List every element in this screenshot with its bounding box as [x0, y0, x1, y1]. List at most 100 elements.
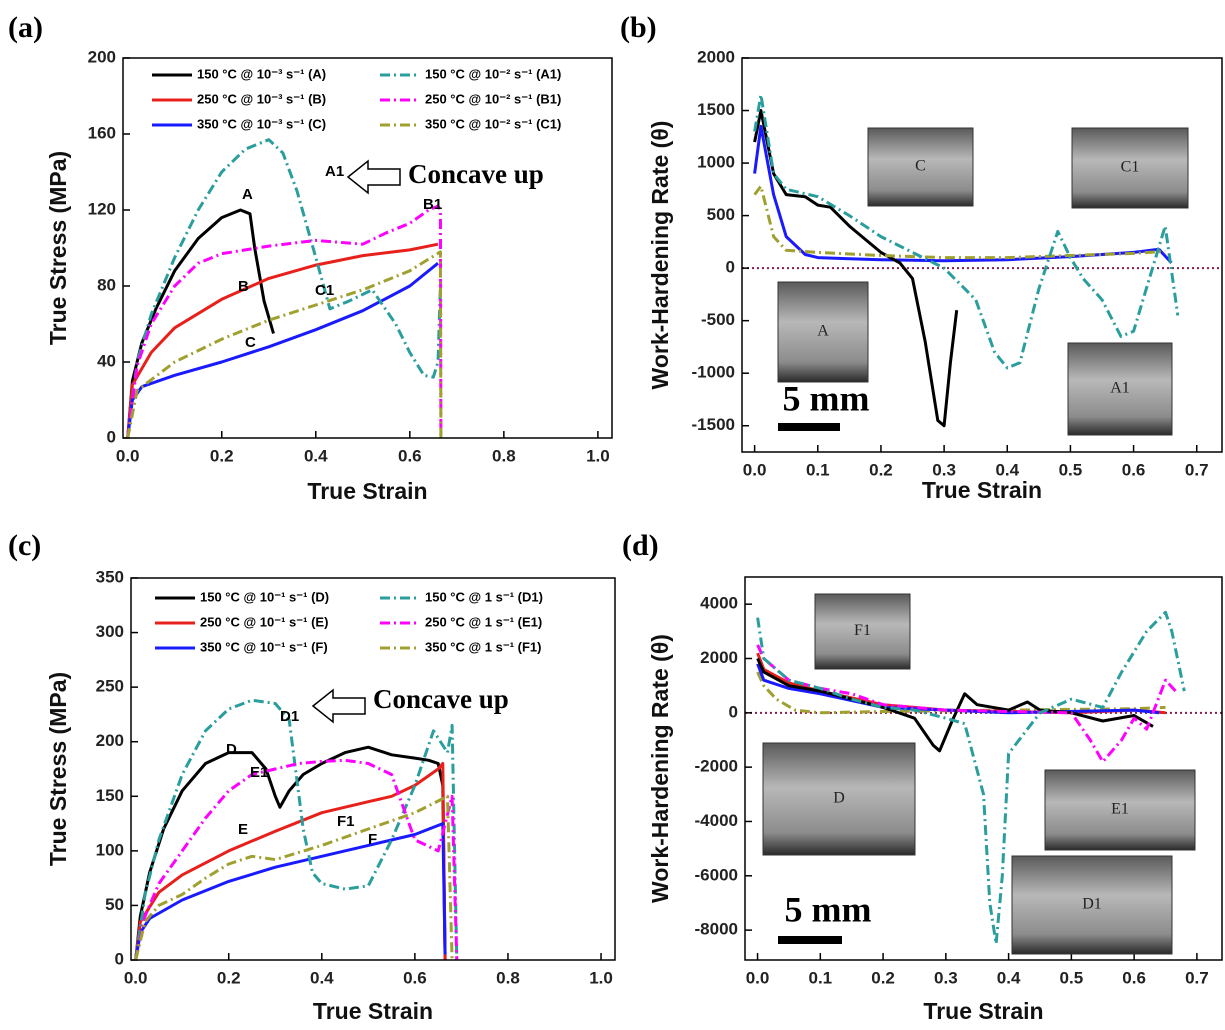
legend-label: 350 °C @ 1 s⁻¹ (F1)	[425, 639, 542, 654]
series-line	[126, 138, 442, 439]
y-tick-label: -1000	[692, 363, 735, 382]
scale-bar-label: 5 mm	[783, 378, 870, 418]
x-axis-label: True Strain	[313, 998, 433, 1024]
x-tick-label: 0.1	[806, 460, 830, 479]
scale-bar-label: 5 mm	[785, 889, 872, 929]
inset-label: C1	[1121, 159, 1140, 176]
panel: (c) True Strain True Stress (MPa) 0.0 0.2 0.4…	[8, 529, 616, 1024]
panel-label: (c)	[8, 529, 41, 562]
x-tick-label: 0.2	[871, 968, 895, 987]
inset-label: D	[833, 790, 845, 807]
series-line	[134, 698, 459, 961]
legend-label: 250 °C @ 10⁻³ s⁻¹ (B)	[197, 91, 326, 106]
x-tick-label: 0.1	[808, 968, 832, 987]
curve-label: B	[238, 278, 249, 295]
curve-label: E	[238, 821, 248, 838]
inset-photo	[814, 593, 911, 670]
inset-label: A1	[1110, 380, 1130, 397]
inset-photo	[762, 742, 916, 856]
y-tick-label: 4000	[700, 594, 738, 613]
x-tick-label: 0.0	[746, 968, 770, 987]
y-tick-label: -2000	[695, 757, 738, 776]
x-tick-label: 0.0	[124, 968, 148, 987]
legend-label: 250 °C @ 10⁻² s⁻¹ (B1)	[425, 91, 561, 106]
legend-label: 150 °C @ 10⁻¹ s⁻¹ (D)	[200, 589, 329, 604]
x-tick-label: 0.2	[217, 968, 241, 987]
curve-label: A1	[325, 163, 344, 180]
legend-label: 350 °C @ 10⁻¹ s⁻¹ (F)	[200, 639, 328, 654]
series-line	[756, 610, 1186, 946]
panel-label: (d)	[622, 529, 659, 562]
series-line	[134, 822, 447, 961]
series-line	[126, 242, 439, 439]
x-tick-label: 0.6	[1122, 460, 1146, 479]
y-tick-label: 2000	[700, 648, 738, 667]
inset-label: A	[817, 323, 829, 340]
inset-label: E1	[1111, 801, 1129, 818]
y-tick-label: 0	[726, 258, 735, 277]
x-tick-label: 0.2	[869, 460, 893, 479]
x-tick-label: 1.0	[589, 968, 613, 987]
x-tick-label: 0.5	[1060, 968, 1084, 987]
inset-label: C	[915, 158, 926, 175]
x-tick-label: 0.0	[116, 446, 140, 465]
curve-label: D1	[280, 708, 299, 725]
panel-label: (b)	[620, 11, 657, 44]
y-tick-label: -8000	[695, 920, 738, 939]
callout-arrow	[311, 688, 366, 724]
series-line	[753, 184, 1166, 260]
plot-frame	[744, 576, 1223, 961]
series-line	[134, 745, 447, 961]
y-axis-label: Work-Hardening Rate (θ)	[647, 121, 673, 390]
y-tick-label: 350	[96, 567, 124, 586]
x-tick-label: 0.6	[1122, 968, 1146, 987]
series-line	[134, 762, 447, 961]
x-tick-label: 0.7	[1185, 460, 1209, 479]
x-tick-label: 0.0	[743, 460, 767, 479]
curve-label: B1	[423, 196, 442, 213]
y-tick-label: 40	[97, 351, 116, 370]
y-tick-label: 160	[88, 123, 116, 142]
legend-label: 350 °C @ 10⁻² s⁻¹ (C1)	[425, 116, 561, 131]
series-line	[756, 657, 1154, 753]
callout-arrow	[346, 159, 401, 195]
x-tick-label: 1.0	[586, 446, 610, 465]
inset-photo	[1044, 769, 1196, 851]
y-tick-label: 80	[97, 275, 116, 294]
inset-label: D1	[1082, 896, 1102, 913]
x-tick-label: 0.2	[210, 446, 234, 465]
series-line	[126, 262, 439, 439]
y-tick-label: 500	[707, 205, 735, 224]
panel: (b) True Strain Work-Hardening Rate (θ) 0.0…	[620, 11, 1223, 503]
y-tick-label: 2000	[697, 47, 735, 66]
y-tick-label: 100	[96, 840, 124, 859]
plot-frame	[122, 57, 613, 439]
y-tick-label: 1000	[697, 153, 735, 172]
series-line	[126, 208, 275, 439]
y-tick-label: 250	[96, 677, 124, 696]
x-tick-label: 0.4	[310, 968, 334, 987]
curve-label: D	[226, 741, 237, 758]
series-line	[756, 671, 1166, 715]
y-axis-label: True Stress (MPa)	[45, 672, 71, 866]
y-tick-label: 1500	[697, 100, 735, 119]
x-tick-label: 0.6	[398, 446, 422, 465]
series-line	[134, 794, 454, 961]
x-tick-label: 0.7	[1185, 968, 1209, 987]
y-tick-label: -1500	[692, 415, 735, 434]
series-line	[753, 109, 959, 428]
panel-label: (a)	[8, 11, 43, 44]
plot-frame	[741, 57, 1223, 453]
x-tick-label: 0.4	[997, 968, 1021, 987]
y-tick-label: -4000	[695, 811, 738, 830]
curve-label: C	[245, 334, 256, 351]
x-axis-label: True Strain	[307, 478, 427, 504]
callout-text: Concave up	[373, 684, 509, 714]
x-tick-label: 0.4	[995, 460, 1019, 479]
inset-photo	[1011, 855, 1173, 955]
legend-label: 150 °C @ 1 s⁻¹ (D1)	[425, 589, 543, 604]
series-line	[134, 758, 459, 961]
x-tick-label: 0.8	[496, 968, 520, 987]
x-tick-label: 0.6	[403, 968, 427, 987]
